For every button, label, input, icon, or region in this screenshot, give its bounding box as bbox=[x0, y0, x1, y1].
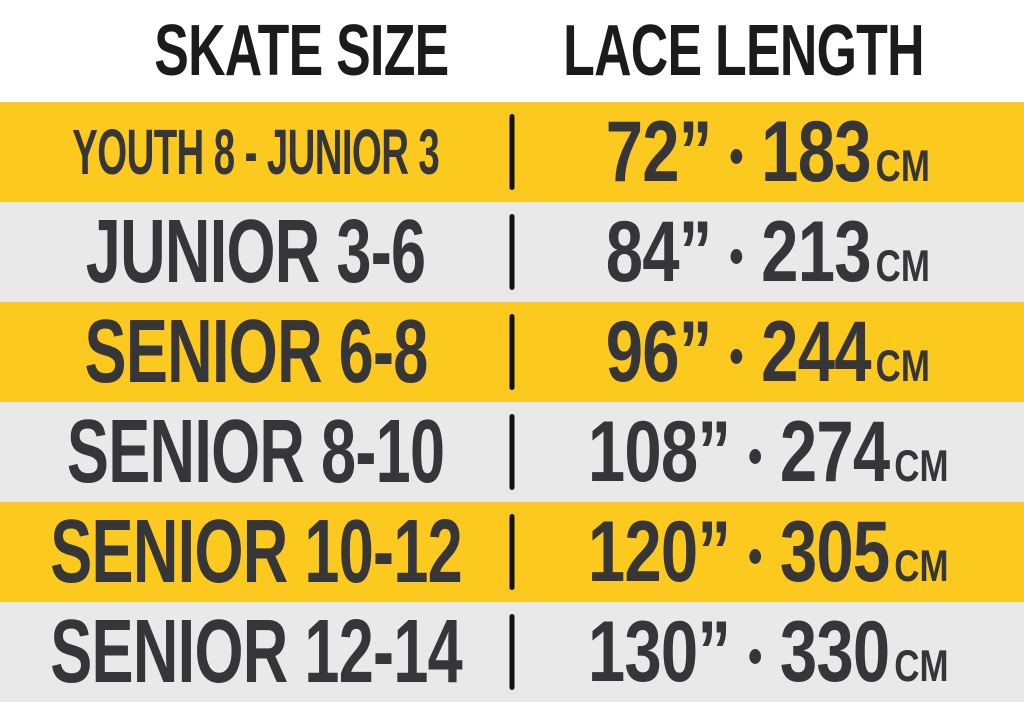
skate-size-header-cell: SKATE SIZE bbox=[0, 0, 512, 102]
lace-length-cell: 72” 183 CM bbox=[512, 102, 1024, 202]
skate-size-label: SENIOR 12-14 bbox=[50, 602, 462, 702]
column-divider bbox=[509, 314, 515, 390]
lace-length-value: 96” 244 CM bbox=[606, 309, 930, 395]
cm-unit-label: CM bbox=[875, 142, 931, 191]
table-row: SENIOR 8-10 108” 274 CM bbox=[0, 402, 1024, 502]
cm-value: 274 bbox=[779, 404, 890, 500]
bullet-separator-icon bbox=[748, 648, 761, 665]
cm-value: 330 bbox=[779, 604, 890, 700]
inches-value: 96” bbox=[605, 304, 713, 400]
table-row: JUNIOR 3-6 84” 213 CM bbox=[0, 202, 1024, 302]
cm-value: 183 bbox=[761, 104, 871, 200]
column-divider bbox=[509, 514, 515, 590]
skate-size-label: JUNIOR 3-6 bbox=[86, 202, 426, 302]
column-divider bbox=[509, 414, 515, 490]
inches-value: 120” bbox=[587, 504, 731, 600]
table-body: YOUTH 8 - JUNIOR 3 72” 183 CM JUNIOR 3-6… bbox=[0, 102, 1024, 702]
lace-length-value: 108” 274 CM bbox=[588, 409, 949, 495]
table-row: SENIOR 10-12 120” 305 CM bbox=[0, 502, 1024, 602]
inches-value: 130” bbox=[587, 604, 731, 700]
cm-value: 213 bbox=[761, 204, 871, 300]
skate-size-cell: YOUTH 8 - JUNIOR 3 bbox=[0, 102, 512, 202]
skate-size-label: SENIOR 8-10 bbox=[67, 402, 445, 502]
inches-value: 84” bbox=[605, 204, 713, 300]
cm-unit-label: CM bbox=[875, 342, 931, 391]
skate-size-cell: SENIOR 12-14 bbox=[0, 602, 512, 702]
table-header-row: SKATE SIZE LACE LENGTH bbox=[0, 0, 1024, 102]
skate-size-cell: SENIOR 10-12 bbox=[0, 502, 512, 602]
lace-length-cell: 120” 305 CM bbox=[512, 502, 1024, 602]
skate-size-cell: JUNIOR 3-6 bbox=[0, 202, 512, 302]
lace-length-value: 120” 305 CM bbox=[588, 509, 949, 595]
column-divider bbox=[509, 214, 515, 290]
skate-size-cell: SENIOR 8-10 bbox=[0, 402, 512, 502]
table-row: YOUTH 8 - JUNIOR 3 72” 183 CM bbox=[0, 102, 1024, 202]
bullet-separator-icon bbox=[730, 248, 743, 265]
lace-length-value: 84” 213 CM bbox=[606, 209, 930, 295]
cm-value: 305 bbox=[779, 504, 890, 600]
cm-unit-label: CM bbox=[875, 242, 931, 291]
lace-length-value: 130” 330 CM bbox=[588, 609, 949, 695]
lace-length-header: LACE LENGTH bbox=[562, 11, 924, 91]
bullet-separator-icon bbox=[748, 548, 761, 565]
lace-length-value: 72” 183 CM bbox=[606, 109, 930, 195]
table-row: SENIOR 12-14 130” 330 CM bbox=[0, 602, 1024, 702]
inches-value: 72” bbox=[605, 104, 713, 200]
skate-size-label: SENIOR 10-12 bbox=[50, 502, 462, 602]
inches-value: 108” bbox=[587, 404, 731, 500]
lace-length-cell: 130” 330 CM bbox=[512, 602, 1024, 702]
column-divider bbox=[509, 114, 515, 190]
bullet-separator-icon bbox=[748, 448, 761, 465]
skate-size-label: SENIOR 6-8 bbox=[84, 302, 428, 402]
column-divider bbox=[509, 614, 515, 690]
skate-size-cell: SENIOR 6-8 bbox=[0, 302, 512, 402]
cm-unit-label: CM bbox=[894, 542, 949, 591]
cm-value: 244 bbox=[761, 304, 871, 400]
lace-length-cell: 108” 274 CM bbox=[512, 402, 1024, 502]
lace-length-header-cell: LACE LENGTH bbox=[512, 0, 1024, 102]
cm-unit-label: CM bbox=[894, 442, 949, 491]
skate-size-header: SKATE SIZE bbox=[153, 11, 449, 91]
lace-length-cell: 84” 213 CM bbox=[512, 202, 1024, 302]
table-row: SENIOR 6-8 96” 244 CM bbox=[0, 302, 1024, 402]
skate-size-label: YOUTH 8 - JUNIOR 3 bbox=[72, 116, 440, 188]
lace-length-cell: 96” 244 CM bbox=[512, 302, 1024, 402]
cm-unit-label: CM bbox=[894, 642, 949, 691]
bullet-separator-icon bbox=[730, 348, 743, 365]
bullet-separator-icon bbox=[730, 148, 743, 165]
